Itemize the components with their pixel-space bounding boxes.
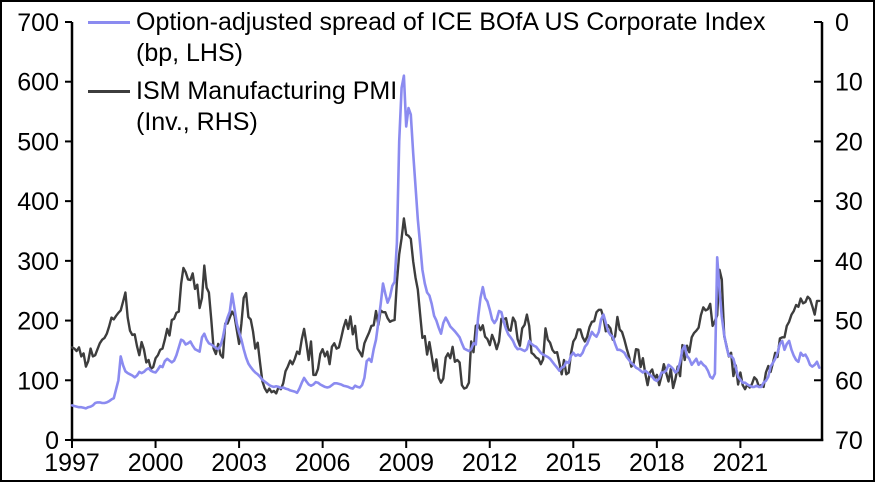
right-axis-tick-label: 60 bbox=[835, 367, 863, 395]
legend-label-pmi-line2: (Inv., RHS) bbox=[136, 108, 258, 136]
left-axis-tick-label: 600 bbox=[17, 69, 59, 97]
right-axis-tick-label: 70 bbox=[835, 427, 863, 455]
legend: Option-adjusted spread of ICE BOfA US Co… bbox=[88, 7, 766, 138]
x-axis-tick-label: 2006 bbox=[295, 449, 351, 477]
x-axis-ticks: 1997 2000 2003 2006 2009 2012 2015 2018 2021 bbox=[44, 440, 768, 477]
left-axis-tick-label: 400 bbox=[17, 188, 59, 216]
right-axis-tick-label: 50 bbox=[835, 308, 863, 336]
legend-label-oas-line1: Option-adjusted spread of ICE BOfA US Co… bbox=[136, 8, 766, 36]
x-axis-tick-label: 2009 bbox=[378, 449, 434, 477]
x-axis-tick-label: 2003 bbox=[211, 449, 267, 477]
right-axis-tick-label: 30 bbox=[835, 188, 863, 216]
legend-label-oas-line2: (bp, LHS) bbox=[136, 39, 243, 67]
pmi-line-swatch bbox=[88, 90, 130, 93]
right-axis-tick-label: 40 bbox=[835, 248, 863, 276]
x-axis-tick-label: 2015 bbox=[545, 449, 601, 477]
legend-entry-oas: Option-adjusted spread of ICE BOfA US Co… bbox=[88, 7, 766, 69]
right-axis-tick-label: 20 bbox=[835, 128, 863, 156]
x-axis-tick-label: 2021 bbox=[713, 449, 769, 477]
left-axis-tick-label: 500 bbox=[17, 128, 59, 156]
left-axis-tick-label: 0 bbox=[45, 427, 59, 455]
legend-label-pmi-line1: ISM Manufacturing PMI bbox=[136, 77, 398, 105]
left-axis-tick-label: 300 bbox=[17, 248, 59, 276]
oas-series-line bbox=[70, 74, 821, 410]
left-axis-tick-label: 200 bbox=[17, 308, 59, 336]
axes bbox=[70, 22, 824, 442]
x-axis-tick-label: 2012 bbox=[462, 449, 518, 477]
x-axis-tick-label: 2018 bbox=[629, 449, 685, 477]
right-axis-tick-label: 10 bbox=[835, 69, 863, 97]
right-axis-tick-label: 0 bbox=[835, 9, 849, 37]
left-axis-tick-label: 700 bbox=[17, 9, 59, 37]
oas-line-swatch bbox=[88, 21, 130, 24]
pmi-series-line bbox=[70, 217, 821, 395]
legend-entry-pmi: ISM Manufacturing PMI (Inv., RHS) bbox=[88, 76, 766, 138]
x-axis-tick-label: 2000 bbox=[128, 449, 184, 477]
right-axis-ticks: 0 10 20 30 40 50 60 70 bbox=[814, 9, 863, 455]
left-axis-ticks: 700 600 500 400 300 200 100 0 bbox=[17, 9, 72, 455]
x-axis-tick-label: 1997 bbox=[44, 449, 100, 477]
left-axis-tick-label: 100 bbox=[17, 367, 59, 395]
